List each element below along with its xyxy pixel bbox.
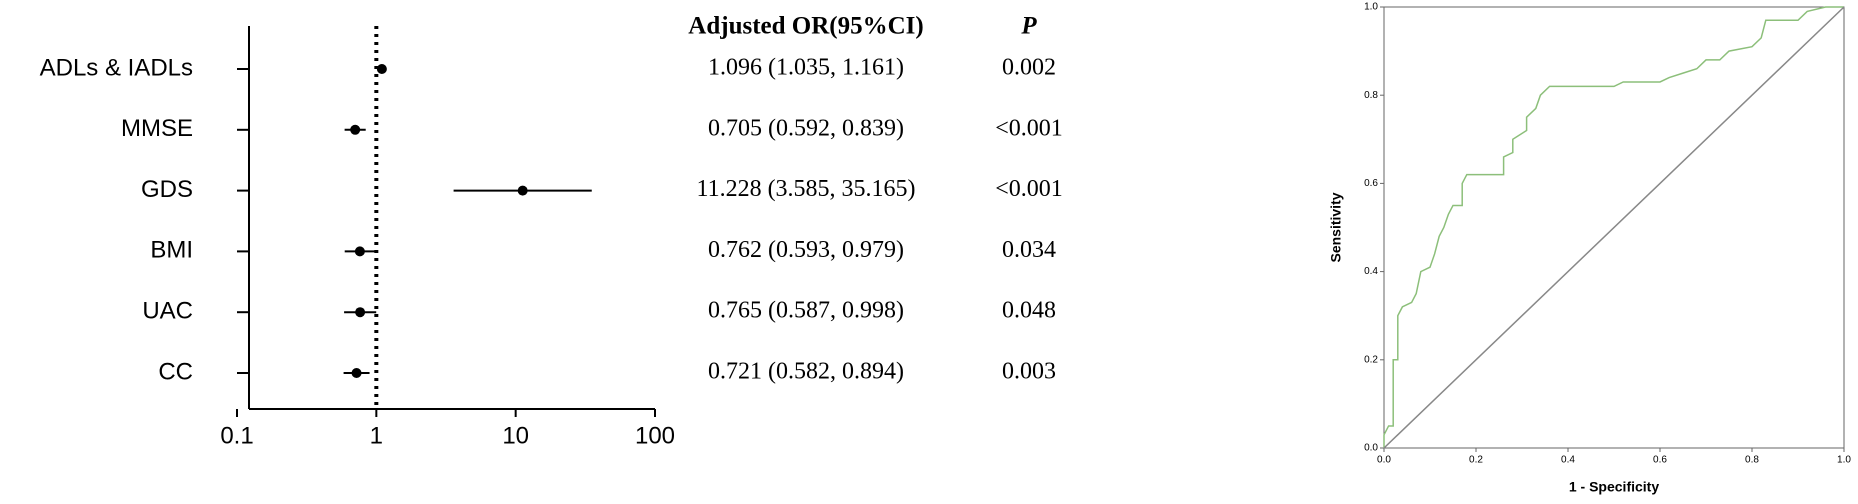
p-label: <0.001 — [995, 115, 1063, 141]
x-tick-label: 0.4 — [1561, 455, 1575, 466]
x-tick-label: 1 — [370, 422, 383, 449]
x-tick-label: 0.6 — [1653, 455, 1667, 466]
x-tick-label: 0.1 — [220, 422, 253, 449]
y-tick-label: 0.4 — [1364, 266, 1378, 277]
or-label: 0.762 (0.593, 0.979) — [708, 237, 904, 263]
y-tick-label: BMI — [150, 237, 193, 264]
p-label: 0.003 — [1002, 359, 1056, 385]
or-label: 11.228 (3.585, 35.165) — [696, 176, 915, 202]
plot-frame — [1383, 6, 1845, 449]
y-tick-label: MMSE — [121, 115, 193, 142]
roc-line — [1383, 6, 1845, 449]
column-header: P — [1020, 13, 1037, 40]
y-tick-label: ADLs & IADLs — [40, 54, 193, 81]
p-label: 0.034 — [1002, 237, 1056, 263]
point — [517, 185, 528, 196]
or-label: 0.765 (0.587, 0.998) — [708, 298, 904, 324]
y-tick-label: 0.2 — [1364, 354, 1378, 365]
or-label: 0.705 (0.592, 0.839) — [708, 115, 904, 141]
x-tick-label: 0.0 — [1377, 455, 1391, 466]
or-label: 0.721 (0.582, 0.894) — [708, 359, 904, 385]
x-tick-label: 1.0 — [1837, 455, 1851, 466]
or-label: 1.096 (1.035, 1.161) — [708, 55, 904, 81]
x-tick-label: 0.2 — [1469, 455, 1483, 466]
point — [376, 64, 387, 74]
point — [354, 246, 365, 257]
x-tick-label: 0.8 — [1745, 455, 1759, 466]
y-tick-label: 1.0 — [1364, 2, 1378, 13]
x-axis-label: 1 - Specificity — [1569, 479, 1659, 495]
point — [351, 368, 362, 378]
point — [350, 124, 361, 135]
y-tick-label: 0.6 — [1364, 178, 1378, 189]
p-label: 0.002 — [1002, 55, 1056, 81]
y-tick-label: UAC — [142, 298, 193, 325]
p-label: <0.001 — [995, 176, 1063, 202]
y-tick-label: 0.8 — [1364, 90, 1378, 101]
y-axis-label: Sensitivity — [1328, 192, 1344, 262]
p-label: 0.048 — [1002, 298, 1056, 324]
column-header: Adjusted OR(95%CI) — [688, 13, 923, 40]
x-tick-label: 10 — [502, 422, 529, 449]
y-tick-label: 0.0 — [1364, 443, 1378, 454]
y-tick-label: GDS — [141, 176, 193, 203]
y-tick-label: CC — [158, 358, 193, 385]
roc-line — [1383, 6, 1844, 448]
x-tick-label: 100 — [635, 422, 675, 449]
point — [355, 307, 366, 318]
